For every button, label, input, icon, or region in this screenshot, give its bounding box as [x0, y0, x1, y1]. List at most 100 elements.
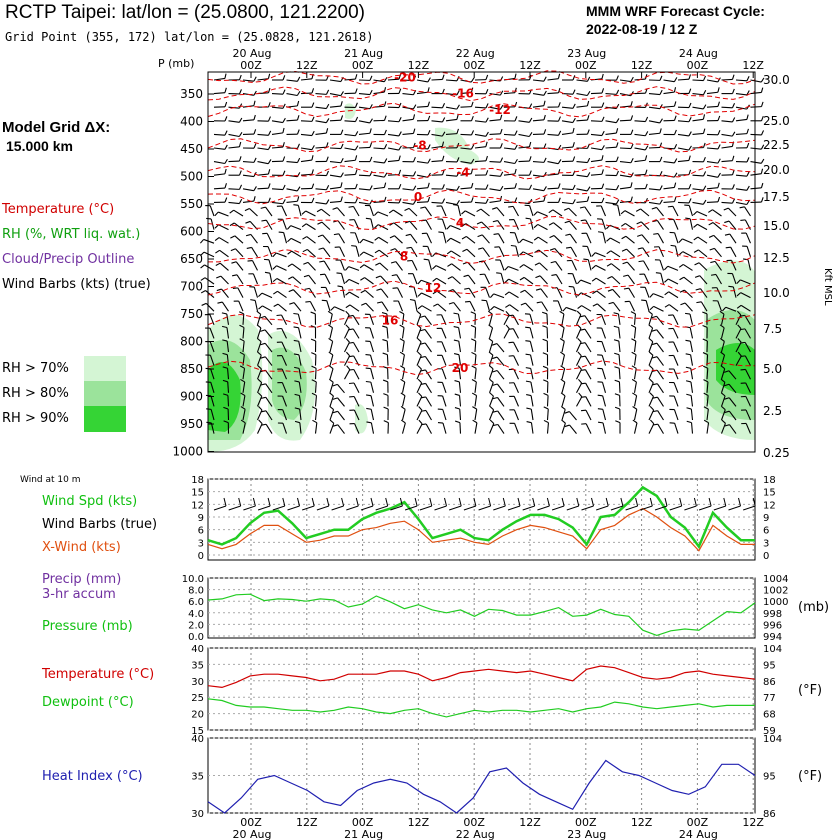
time-tick-label-top: 12Z: [296, 59, 318, 72]
wind-barb: [580, 382, 592, 394]
wind-barb: [496, 272, 505, 285]
wind-barb: [723, 207, 737, 217]
wind-barb: [590, 197, 605, 204]
wind-barb: [464, 287, 476, 298]
precip-label: Precip (mm): [42, 572, 122, 587]
wind-barb: [445, 90, 460, 96]
wind-barb: [286, 115, 300, 122]
wind-barb: [492, 383, 505, 394]
wind-barb: [460, 130, 475, 136]
temperature-unit-label: (°F): [798, 683, 823, 698]
temperature-contour: [207, 165, 756, 180]
wind-barb: [492, 396, 505, 407]
wind-barb: [260, 206, 273, 217]
temperature-contour: [207, 189, 756, 205]
wind-barb: [316, 208, 331, 217]
wind-barb: [503, 310, 510, 326]
surface-wind-barb-flag: [385, 497, 389, 507]
wind-barb: [619, 158, 634, 164]
wind-barb: [648, 351, 654, 366]
pressure-tick-label: 550: [180, 197, 203, 211]
wind-barb: [740, 395, 751, 407]
wind-barb: [239, 311, 245, 325]
wind-tick-right: 9: [763, 513, 769, 524]
wind-barb: [648, 324, 654, 339]
wind-barb: [349, 409, 360, 421]
wind-barb: [272, 75, 286, 81]
wind-barb: [344, 351, 351, 366]
wind-barb: [286, 129, 300, 135]
wind-barb: [293, 326, 302, 339]
wind-barb: [293, 204, 302, 217]
wind-tick-right: 15: [763, 488, 776, 499]
wind-barb: [228, 74, 242, 81]
wind-barb: [634, 145, 649, 151]
wind-barb: [330, 306, 345, 312]
wind-barb: [387, 117, 402, 123]
wind-barb: [708, 234, 722, 244]
wind-barb: [213, 101, 228, 108]
wind-barb: [417, 292, 432, 299]
cross-section-frame: [207, 71, 756, 453]
wind-barb: [685, 326, 694, 339]
wind-barb: [614, 406, 621, 421]
wind-barb: [420, 342, 432, 353]
wind-barb: [489, 104, 504, 110]
wind-barb: [288, 289, 302, 298]
wind-barb: [487, 310, 493, 325]
wind-barb: [525, 340, 534, 353]
wind-barb: [470, 311, 476, 325]
wind-barb: [358, 118, 373, 124]
wind-barb: [242, 186, 257, 192]
wind-barb: [329, 392, 334, 407]
wind-barb: [213, 87, 227, 95]
wind-barb: [561, 199, 576, 205]
wind-barb: [664, 291, 679, 299]
wind-barb: [289, 302, 302, 312]
wind-barb: [263, 258, 273, 271]
wind-barb: [213, 197, 228, 203]
wind-barb: [409, 298, 418, 312]
wind-barb: [630, 311, 637, 325]
wind-barb: [301, 223, 316, 231]
wind-barb: [242, 114, 256, 122]
wind-barb: [315, 89, 330, 95]
wind-barb: [535, 275, 548, 285]
wind-barb: [471, 379, 477, 393]
wind-barb: [361, 302, 374, 312]
surface-wind-barb: [449, 505, 462, 511]
wind-barb: [678, 251, 693, 258]
wind-barb: [358, 104, 373, 110]
wind-barb: [460, 144, 475, 150]
wind-barb: [735, 338, 742, 353]
legend-rh80-swatch: [84, 381, 126, 406]
wind-barb: [559, 310, 565, 325]
wind-barb: [387, 102, 402, 109]
wind-barb: [623, 274, 635, 285]
wind-barb: [677, 117, 692, 123]
wind-barb: [365, 354, 375, 366]
wind-barb: [518, 156, 532, 163]
surface-wind-barb-flag: [458, 497, 462, 507]
surface-wind-barb-flag: [635, 497, 639, 507]
wind-barb: [453, 353, 462, 366]
temperature-contour: [207, 360, 755, 376]
wind-barb: [223, 406, 230, 421]
wind-tick-right: 18: [763, 475, 776, 486]
wind-barb: [489, 143, 503, 149]
wind-barb: [503, 130, 518, 136]
height-tick-label: 7.5: [763, 322, 782, 336]
wind-barb: [276, 205, 287, 217]
wind-barb: [677, 169, 692, 176]
wind-barb: [358, 170, 373, 177]
surface-wind-barb: [316, 505, 330, 511]
surface-wind-barb-flag: [238, 497, 242, 507]
wind-barb: [453, 339, 462, 353]
wind-barb: [382, 325, 389, 339]
wind-barb: [432, 277, 447, 285]
wind-barb: [692, 128, 706, 135]
wind-barb: [648, 419, 655, 434]
temperature-contour: [207, 215, 756, 231]
temperature-tick-left: 30: [191, 677, 204, 688]
pressure-tick-right: 994: [763, 632, 782, 643]
